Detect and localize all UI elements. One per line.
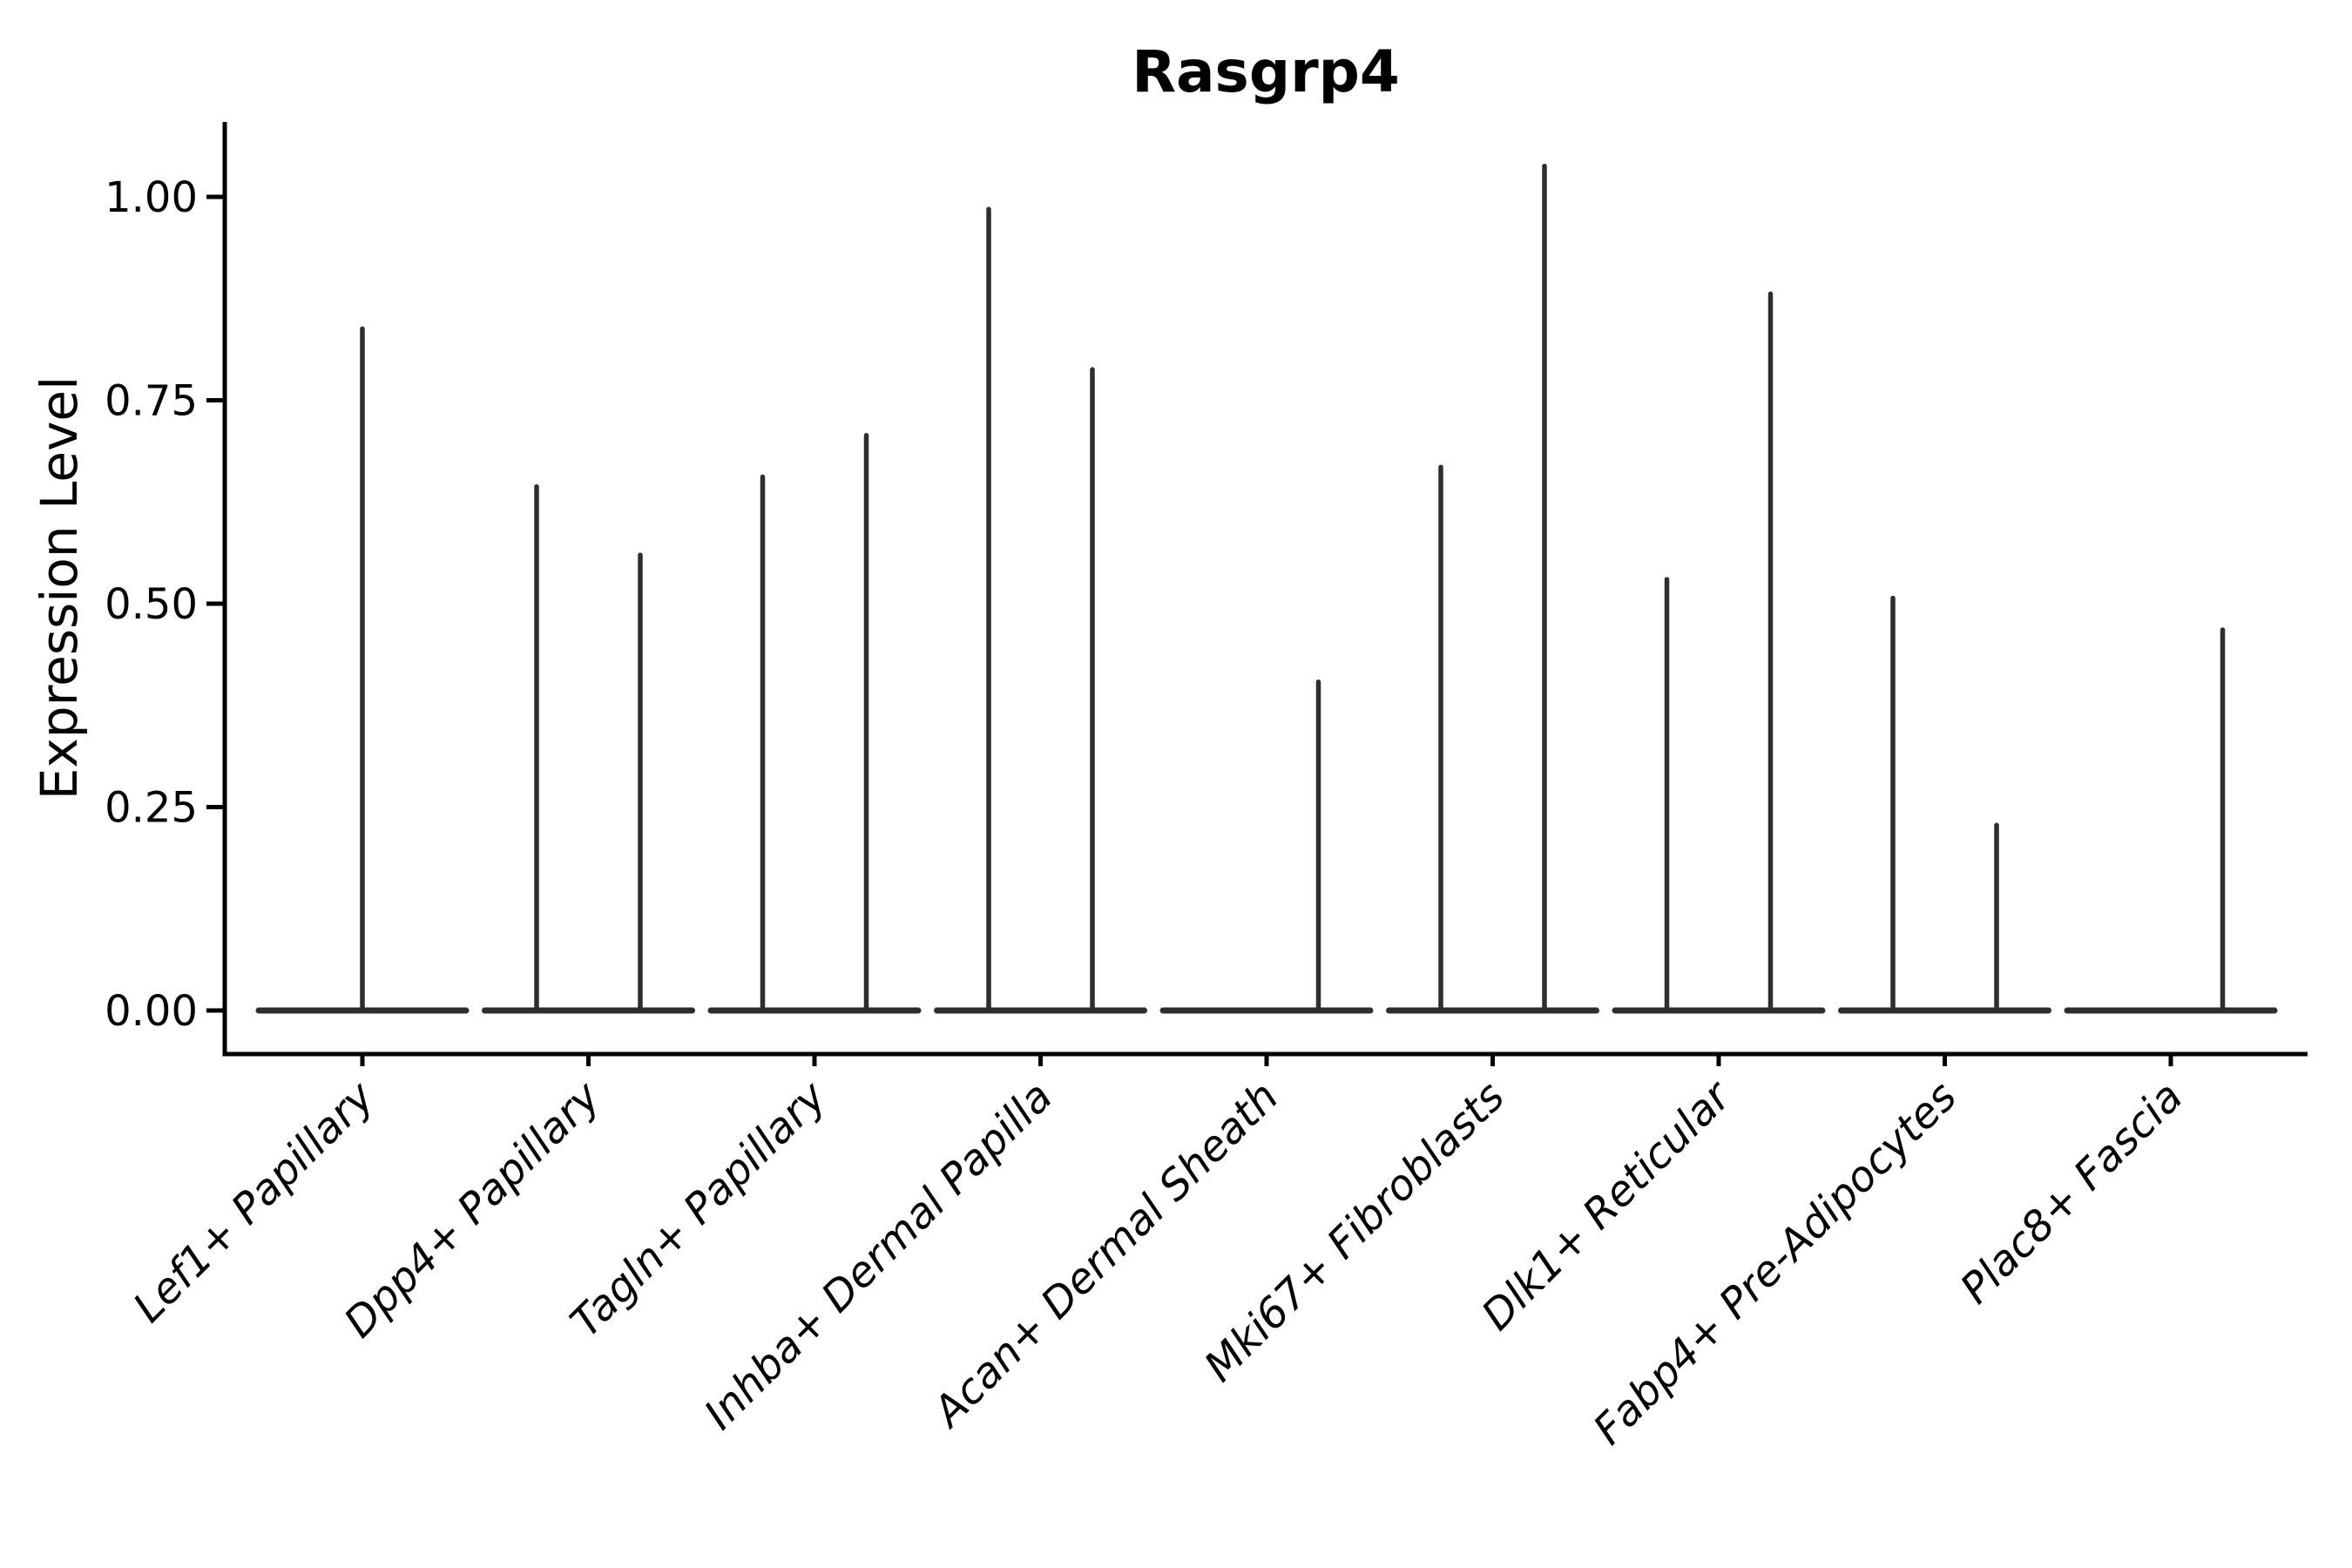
x-tick-label: Plac8+ Fascia xyxy=(1951,1072,2193,1314)
violin-group xyxy=(255,326,470,1014)
y-tick-label: 1.00 xyxy=(105,173,198,222)
violin-group xyxy=(2064,627,2278,1014)
chart-title: Rasgrp4 xyxy=(1132,38,1400,105)
x-tick-label: Fabp4+ Pre-Adipocytes xyxy=(1584,1072,1966,1455)
violins xyxy=(255,163,2278,1014)
y-axis-label: Expression Level xyxy=(30,376,89,800)
violin-group xyxy=(934,206,1147,1014)
x-tick-label: Lef1+ Papillary xyxy=(124,1071,384,1332)
y-tick-label: 0.50 xyxy=(105,580,198,629)
y-tick-label: 0.25 xyxy=(105,783,198,832)
violin-group xyxy=(482,483,695,1014)
violin-group xyxy=(707,433,922,1014)
violin-group xyxy=(1386,163,1599,1014)
y-tick-label: 0.00 xyxy=(105,987,198,1036)
violin-group xyxy=(1838,595,2051,1014)
violin-group xyxy=(1612,291,1826,1014)
x-tick-label: Dlk1+ Reticular xyxy=(1472,1071,1742,1341)
violin-group xyxy=(1159,679,1374,1014)
y-tick-label: 0.75 xyxy=(105,376,198,425)
